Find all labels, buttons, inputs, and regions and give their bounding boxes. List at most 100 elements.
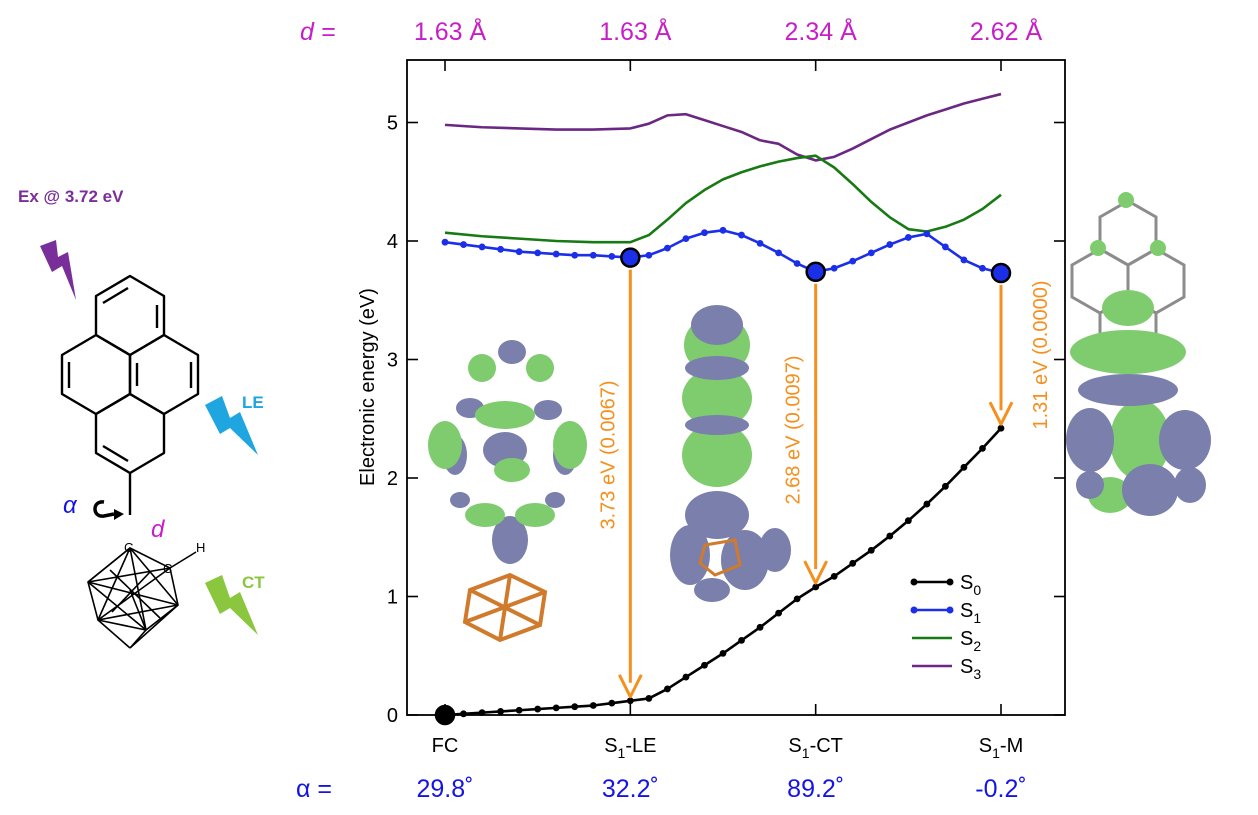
data-point-s0 (682, 673, 690, 681)
data-point-s1 (515, 248, 523, 256)
data-point-s1 (979, 264, 986, 272)
excitation-lightning-icon (40, 240, 76, 300)
data-point-s0 (979, 444, 986, 452)
y-axis-label: Electronic energy (eV) (357, 288, 379, 486)
orbital-le-image (428, 340, 587, 643)
alpha-row-label: α = (296, 775, 332, 803)
data-point-s0 (608, 699, 616, 707)
data-point-s1 (571, 251, 579, 259)
d-symbol: d (151, 516, 165, 543)
orbital-m-image (1066, 192, 1211, 516)
data-point-s1 (478, 243, 486, 251)
data-point-s0 (497, 708, 504, 715)
data-point-s1 (904, 234, 912, 241)
data-point-s1 (534, 249, 542, 257)
data-point-s0 (793, 595, 801, 603)
data-point-s1 (497, 245, 504, 253)
data-point-s0 (552, 704, 560, 712)
data-point-s1 (719, 226, 727, 234)
data-point-s0 (645, 695, 653, 702)
y-tick-label: 1 (387, 587, 398, 609)
rotation-arrow-icon (93, 500, 115, 518)
data-point-s1 (960, 256, 968, 264)
data-point-s0 (830, 572, 838, 580)
y-tick-label: 4 (387, 231, 398, 253)
data-point-s1 (589, 251, 597, 259)
y-axis-ticks: 0 1 2 3 4 5 (387, 113, 1065, 727)
d-value: 1.63 Å (414, 16, 487, 46)
alpha-value: 89.2˚ (787, 775, 844, 803)
data-point-s1 (608, 253, 616, 260)
series-line-s1 (444, 229, 1002, 275)
excitation-label: Ex @ 3.72 eV (18, 187, 124, 206)
stationary-points (434, 247, 1012, 726)
energy-chart: Electronic energy (eV) 0 1 2 3 4 5 FC S1-LE S1-… (357, 59, 1211, 761)
data-point-s0 (589, 702, 597, 709)
carborane-cage (87, 547, 197, 649)
data-point-s1 (701, 229, 708, 237)
data-point-s1 (923, 230, 931, 238)
legend-label-s3: S3 (960, 656, 981, 682)
data-point-s1 (793, 260, 801, 267)
data-point-s1 (830, 264, 838, 272)
alpha-symbol: α (63, 492, 78, 519)
data-point-s0 (571, 703, 579, 711)
ct-lightning-icon (205, 575, 258, 635)
data-point-s0 (738, 636, 745, 644)
carbon-label-1: C (124, 540, 133, 555)
arrow-head-icon (803, 560, 829, 585)
d-value: 1.63 Å (599, 16, 672, 46)
data-point-s1 (738, 231, 745, 239)
data-point-s1 (886, 241, 894, 248)
vertical-transition-arrows: 3.73 eV (0.0067) 2.68 eV (0.0097) 1.31 eV … (597, 269, 1052, 699)
data-point-s1 (942, 243, 949, 251)
y-tick-label: 0 (387, 705, 398, 727)
data-point-s1 (441, 238, 449, 246)
data-point-s0 (664, 685, 671, 693)
data-point-s1 (867, 249, 875, 257)
data-point-s0 (923, 500, 931, 508)
data-point-s0 (849, 559, 857, 567)
data-point-s0 (812, 583, 820, 591)
arrow-head-icon (988, 401, 1014, 426)
y-tick-label: 5 (387, 113, 398, 135)
legend-marker (910, 578, 918, 586)
data-point-s1 (682, 235, 690, 243)
series-line-s3 (444, 92, 1002, 162)
d-row-label: d = (300, 18, 335, 46)
data-point-s0 (515, 706, 523, 714)
arrow-head-icon (617, 674, 643, 699)
data-point-s0 (460, 710, 467, 718)
x-tick-label: FC (432, 735, 459, 757)
series-line-s2 (444, 154, 1002, 244)
x-tick-label: S1-LE (604, 735, 656, 761)
ct-label: CT (242, 573, 265, 592)
data-point-s0 (886, 532, 894, 540)
data-point-s0 (701, 661, 708, 669)
plot-frame (406, 59, 1066, 716)
data-point-s1 (664, 244, 671, 252)
x-tick-label: S1-M (979, 735, 1023, 761)
d-value: 2.34 Å (785, 16, 858, 46)
d-value: 2.62 Å (970, 16, 1043, 46)
x-tick-label: S1-CT (788, 735, 842, 761)
legend-label-s0: S0 (960, 572, 981, 598)
y-tick-label: 3 (387, 350, 398, 372)
data-point-s0 (997, 424, 1005, 432)
data-point-s0 (756, 623, 764, 631)
data-point-s1 (645, 251, 653, 259)
legend-label-s1: S1 (960, 600, 981, 626)
stationary-point-marker (805, 261, 826, 283)
data-point-s0 (867, 546, 875, 554)
y-tick-label: 2 (387, 468, 398, 490)
legend-marker (946, 578, 954, 586)
alpha-row: α = 29.8˚ 32.2˚ 89.2˚ -0.2˚ (296, 775, 1027, 803)
legend-marker (910, 606, 918, 614)
data-point-s0 (904, 517, 912, 525)
stationary-point-marker (990, 262, 1012, 284)
data-point-s0 (478, 709, 486, 717)
data-point-s1 (775, 249, 782, 257)
data-point-s1 (849, 257, 857, 265)
data-point-s1 (756, 239, 764, 247)
